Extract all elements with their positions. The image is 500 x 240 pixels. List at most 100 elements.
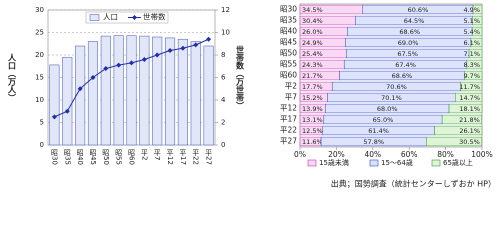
bar	[152, 36, 163, 146]
bar	[100, 35, 111, 146]
x-tick-label: 平22	[192, 149, 200, 165]
y2-tick-label: 8	[221, 51, 225, 59]
value-label: 69.0%	[398, 39, 419, 47]
y-axis-label: 人口（万人）	[7, 53, 17, 102]
value-label: 61.4%	[368, 127, 389, 135]
value-label: 60.6%	[408, 6, 429, 14]
value-label: 12.5%	[302, 127, 323, 135]
bar-segment	[466, 59, 483, 70]
bar	[164, 37, 176, 146]
bar-segment	[426, 136, 483, 147]
source-note: 出典；国勢調査（統計センターしずおか HP）	[331, 179, 496, 189]
y2-tick-label: 10	[221, 29, 230, 37]
x-tick-label: 昭30	[50, 149, 58, 165]
legend-label: 世帯数	[143, 12, 166, 22]
value-label: 9.7%	[463, 72, 480, 80]
legend-label: 15歳未満	[319, 158, 349, 167]
value-label: 7.1%	[463, 50, 480, 58]
bar-segment	[471, 26, 483, 37]
legend-box	[85, 11, 169, 24]
y-tick-label: 0	[40, 141, 44, 149]
value-label: 4.9%	[463, 6, 480, 14]
bar-segment	[472, 15, 483, 26]
line-marker	[129, 60, 134, 66]
x-tick-label: 昭45	[89, 149, 97, 165]
bar	[126, 35, 137, 146]
bar-segment	[441, 114, 483, 125]
value-label: 15.2%	[302, 94, 323, 102]
y-tick-label: 平12	[280, 104, 297, 113]
value-label: 24.9%	[302, 39, 323, 47]
bar	[75, 45, 86, 146]
bar	[139, 35, 150, 146]
line-marker	[90, 75, 96, 80]
y-tick-label: 昭45	[280, 38, 297, 47]
x-tick-label: 平27	[205, 149, 213, 165]
line-marker	[116, 62, 122, 68]
x-tick-label: 0%	[294, 150, 306, 159]
value-label: 67.5%	[397, 50, 418, 58]
value-label: 70.6%	[386, 83, 407, 91]
legend-label: 人口	[103, 13, 118, 22]
page: 出典；国勢調査（統計センターしずおか HP） 0 5 10 15 20 25 30 0 2 4 6 8…	[6, 3, 496, 189]
value-label: 11.7%	[459, 83, 480, 91]
bar-segment	[472, 4, 483, 15]
x-tick-label: 昭60	[128, 149, 136, 165]
legend-label: 65歳以上	[443, 158, 473, 167]
value-label: 11.6%	[302, 138, 323, 146]
legend-swatch	[431, 159, 441, 167]
x-tick-label: 平17	[179, 149, 187, 165]
figure: 出典；国勢調査（統計センターしずおか HP） 05101520253002468…	[7, 3, 496, 189]
x-tick-label: 平2	[140, 149, 148, 160]
legend-swatch	[307, 159, 317, 167]
line-marker	[167, 48, 173, 53]
value-label: 67.4%	[395, 61, 416, 69]
y-tick-label: 昭60	[280, 71, 297, 80]
value-label: 21.8%	[459, 116, 480, 124]
y-tick-label: 昭30	[280, 5, 297, 14]
value-label: 30.4%	[302, 17, 323, 25]
y2-tick-label: 2	[221, 119, 225, 127]
value-label: 8.3%	[463, 61, 480, 69]
x-tick-label: 平7	[153, 149, 161, 160]
value-label: 70.1%	[381, 94, 402, 102]
bar-segment	[460, 81, 483, 92]
value-label: 13.9%	[302, 105, 323, 113]
y-tick-label: 昭35	[280, 16, 297, 25]
bar	[49, 64, 60, 146]
bar	[62, 56, 73, 146]
value-label: 65.0%	[373, 116, 394, 124]
value-label: 5.4%	[463, 28, 480, 36]
value-label: 26.1%	[459, 127, 480, 135]
value-label: 6.1%	[463, 39, 480, 47]
line-marker	[193, 42, 199, 48]
bar-segment	[434, 125, 483, 136]
x-tick-label: 100%	[471, 150, 492, 159]
y2-tick-label: 12	[221, 6, 230, 14]
y-tick-label: 15	[35, 74, 44, 82]
y-tick-label: 25	[35, 29, 44, 37]
y-tick-label: 昭55	[280, 60, 297, 69]
x-tick-label: 昭50	[102, 149, 110, 165]
x-tick-label: 昭35	[63, 149, 71, 165]
legend-label: 15～64歳	[381, 158, 413, 167]
line-marker	[64, 108, 70, 114]
value-label: 18.1%	[459, 105, 480, 113]
y2-tick-label: 6	[221, 74, 226, 82]
x-tick-label: 80%	[437, 150, 454, 159]
value-label: 21.7%	[302, 72, 323, 80]
x-tick-label: 昭55	[115, 149, 123, 165]
value-label: 13.1%	[302, 116, 323, 124]
value-label: 5.1%	[463, 17, 480, 25]
value-label: 68.6%	[392, 72, 413, 80]
bar-segment	[454, 92, 483, 103]
value-label: 30.5%	[459, 138, 480, 146]
legend-swatch	[89, 14, 100, 21]
y-tick-label: 平2	[285, 82, 297, 91]
legend-marker	[132, 15, 137, 20]
y2-tick-label: 0	[221, 141, 225, 149]
y-tick-label: 20	[35, 51, 44, 59]
bar-segment	[464, 70, 483, 81]
bar	[190, 41, 201, 146]
y-tick-label: 昭40	[280, 27, 297, 36]
